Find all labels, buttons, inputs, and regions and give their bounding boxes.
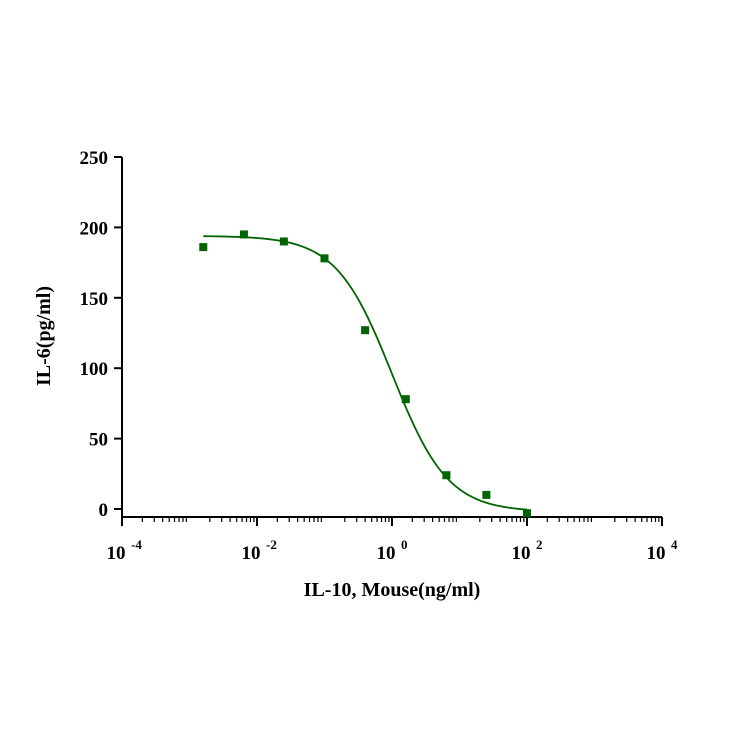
data-point xyxy=(279,237,288,246)
data-points xyxy=(199,230,531,518)
x-tick-exponent: 4 xyxy=(671,537,678,552)
x-axis-title: IL-10, Mouse(ng/ml) xyxy=(304,579,481,601)
data-point xyxy=(239,230,248,239)
data-point xyxy=(199,243,208,252)
x-tick-label: 10 xyxy=(242,543,261,564)
ticks xyxy=(114,156,663,526)
y-tick-label: 250 xyxy=(80,148,109,169)
x-tick-label: 10 xyxy=(107,543,126,564)
x-tick-exponent: 0 xyxy=(401,537,408,552)
data-point xyxy=(482,490,491,499)
x-tick-exponent: -2 xyxy=(266,537,277,552)
y-tick-label: 100 xyxy=(80,359,109,380)
data-point xyxy=(442,471,451,480)
x-tick-exponent: 2 xyxy=(536,537,543,552)
x-tick-label: 10 xyxy=(647,543,666,564)
y-tick-label: 50 xyxy=(89,430,108,451)
data-point xyxy=(361,326,370,335)
fit-curve xyxy=(203,235,528,511)
x-tick-exponent: -4 xyxy=(131,537,142,552)
y-axis-title: IL-6(pg/ml) xyxy=(33,286,55,386)
y-tick-label: 200 xyxy=(80,218,109,239)
axes xyxy=(121,157,662,518)
data-point xyxy=(320,254,329,263)
y-tick-label: 150 xyxy=(80,289,109,310)
y-tick-label: 0 xyxy=(99,500,109,521)
data-point xyxy=(523,509,531,518)
x-tick-label: 10 xyxy=(512,543,531,564)
x-tick-label: 10 xyxy=(377,543,396,564)
data-point xyxy=(401,395,410,404)
